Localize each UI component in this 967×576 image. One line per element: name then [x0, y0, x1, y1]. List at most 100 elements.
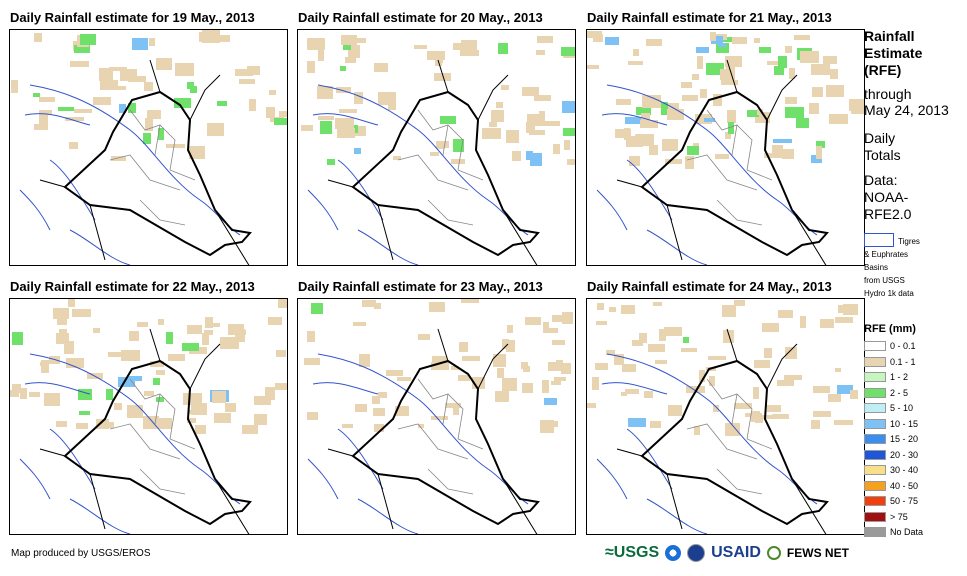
rainfall-cell — [495, 391, 509, 402]
country-boundary — [39, 328, 250, 534]
rainfall-cell — [732, 37, 747, 44]
rainfall-cell — [217, 101, 227, 106]
rainfall-cell — [709, 376, 715, 386]
rainfall-cell — [686, 386, 705, 393]
rainfall-cell — [694, 426, 700, 435]
rainfall-cell — [552, 340, 565, 345]
rainfall-cell — [772, 414, 789, 419]
river-lines — [307, 84, 529, 265]
rainfall-cell — [526, 151, 533, 160]
rainfall-cell — [373, 408, 385, 416]
rainfall-cell — [214, 413, 231, 423]
rainfall-cell — [692, 74, 699, 80]
side-daily-line: Daily — [864, 130, 896, 146]
rainfall-cell — [158, 319, 164, 325]
rainfall-cell — [342, 424, 353, 428]
rainfall-cell — [189, 146, 205, 159]
rainfall-cell — [225, 403, 236, 412]
rainfall-cell — [461, 299, 479, 303]
basin-line-3: Basins — [864, 263, 889, 272]
rainfall-cell — [353, 322, 366, 326]
rainfall-cell — [11, 80, 18, 93]
rainfall-cell — [622, 364, 636, 372]
rainfall-cell — [592, 377, 599, 390]
rainfall-cell — [767, 61, 782, 65]
map-canvas-6 — [587, 300, 858, 534]
province-boundaries — [397, 378, 484, 495]
rainfall-cell — [828, 394, 841, 402]
rainfall-cell — [725, 423, 740, 436]
river-lines — [19, 84, 241, 265]
province-boundaries — [109, 378, 196, 495]
rainfall-cell — [156, 58, 172, 70]
legend-item: 10 - 15 — [864, 417, 918, 431]
rainfall-cell — [39, 114, 48, 125]
rainfall-cell — [734, 403, 752, 409]
rainfall-cell — [820, 319, 834, 328]
rainfall-cell — [829, 114, 848, 124]
rainfall-cell — [58, 107, 74, 111]
rainfall-cell — [501, 85, 509, 90]
rainfall-cell — [512, 151, 521, 161]
river-lines — [19, 353, 241, 534]
rainfall-cell — [317, 86, 333, 99]
rainfall-cell — [502, 339, 509, 349]
rainfall-cell — [453, 139, 464, 152]
map-canvas-3 — [587, 31, 864, 265]
rainfall-cell — [66, 358, 84, 368]
rainfall-cell — [561, 47, 575, 56]
rainfall-cell — [144, 391, 154, 396]
rainfall-cell — [345, 57, 356, 63]
rainfall-cell — [249, 99, 256, 111]
rainfall-cell — [355, 404, 367, 412]
rainfall-cell — [830, 69, 838, 79]
rainfall-cell — [843, 304, 858, 315]
rainfall-cell — [388, 100, 396, 110]
legend-swatch — [864, 511, 886, 522]
rainfall-cell — [759, 47, 771, 53]
rainfall-cell — [681, 348, 697, 352]
rainfall-cell — [628, 61, 643, 65]
fews-icon — [766, 546, 781, 560]
rainfall-cell — [548, 362, 556, 371]
rainfall-cell — [378, 392, 387, 398]
rainfall-cell — [597, 303, 604, 310]
rainfall-cell — [704, 118, 715, 122]
side-data-line: NOAA- — [864, 189, 909, 205]
rainfall-map-3 — [586, 29, 865, 266]
rainfall-cell — [99, 68, 113, 81]
legend-label: 2 - 5 — [890, 387, 909, 398]
country-boundary — [640, 359, 829, 526]
rainfall-cell — [567, 159, 575, 165]
rainfall-map-5 — [297, 298, 576, 535]
rainfall-cell — [242, 425, 258, 434]
rainfall-cell — [418, 424, 424, 428]
rainfall-cell — [497, 368, 504, 378]
basin-swatch — [864, 233, 894, 247]
rainfall-cell — [785, 347, 797, 359]
rainfall-cell — [68, 299, 75, 307]
country-boundary — [640, 90, 829, 257]
rainfall-cell — [668, 405, 682, 416]
rainfall-cell — [621, 392, 627, 396]
rainfall-cell — [187, 325, 202, 334]
rainfall-cell — [556, 360, 563, 371]
rainfall-cell — [436, 141, 444, 149]
rainfall-cell — [693, 143, 699, 148]
rainfall-cell — [633, 49, 639, 56]
rainfall-cell — [498, 43, 508, 54]
rainfall-cell — [418, 334, 430, 340]
country-boundary — [327, 328, 538, 534]
legend-swatch — [864, 496, 886, 506]
rainfall-cell — [397, 377, 411, 381]
rainfall-cell — [354, 92, 363, 104]
rainfall-cell — [239, 79, 255, 84]
rainfall-cell — [809, 103, 819, 114]
rainfall-cell — [128, 103, 136, 113]
rainfall-cell — [529, 130, 545, 135]
rainfall-cell — [458, 375, 470, 381]
noaa-icon — [665, 545, 682, 561]
rainfall-cell — [625, 117, 643, 124]
rainfall-cell — [811, 64, 830, 75]
legend-label: 15 - 20 — [890, 434, 919, 444]
